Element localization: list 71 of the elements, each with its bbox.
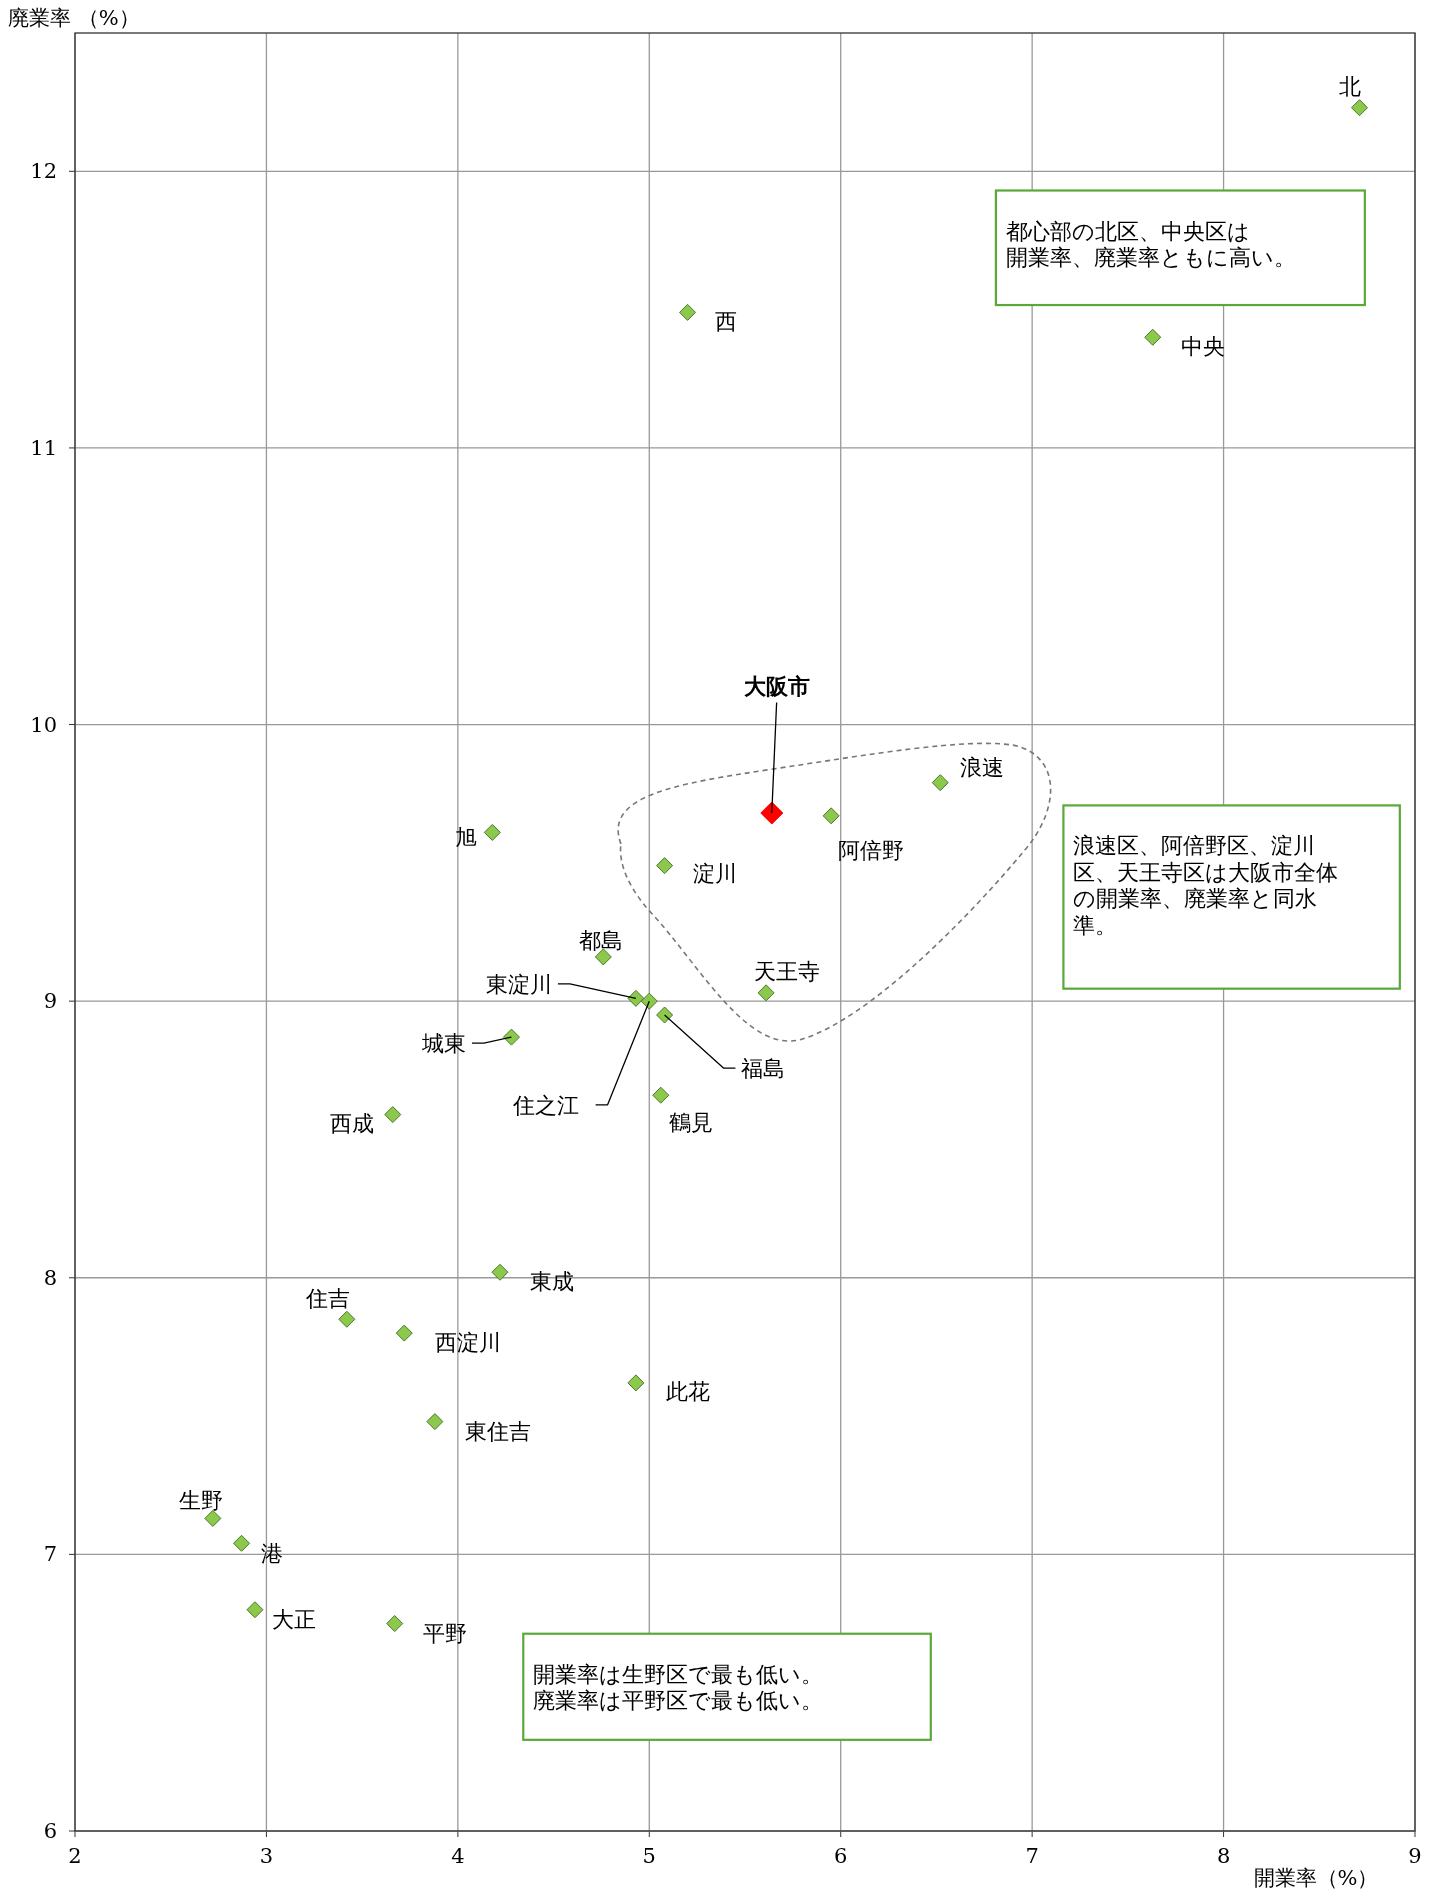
annotation: 天王寺 bbox=[753, 959, 820, 985]
annotation: 西成 bbox=[329, 1111, 374, 1137]
note: 開業率は生野区で最も低い。廃業率は平野区で最も低い。 bbox=[522, 1632, 932, 1741]
point bbox=[656, 857, 674, 875]
annotation: 東成 bbox=[529, 1268, 574, 1294]
annotation: 浪速区、阿倍野区、淀川区、天王寺区は大阪市全体の開業率、廃業率と同水準。 bbox=[1073, 833, 1339, 938]
y-tick-label: 7 bbox=[43, 1542, 57, 1567]
point bbox=[233, 1534, 251, 1552]
point bbox=[931, 774, 949, 792]
point bbox=[338, 1310, 356, 1328]
x-tick-label: 6 bbox=[834, 1844, 848, 1868]
annotation: 大正 bbox=[271, 1607, 316, 1633]
x-tick-label: 3 bbox=[259, 1844, 274, 1868]
annotation: 淀川 bbox=[693, 860, 738, 886]
annotation: 開業率は生野区で最も低い。廃業率は平野区で最も低い。 bbox=[533, 1661, 824, 1714]
point bbox=[386, 1615, 404, 1633]
point bbox=[757, 984, 775, 1002]
point bbox=[640, 992, 658, 1010]
annotation: 大阪市 bbox=[743, 673, 810, 700]
note: 都心部の北区、中央区は開業率、廃業率ともに高い。 bbox=[994, 189, 1366, 307]
x-tick-label: 2 bbox=[68, 1844, 82, 1868]
note: 浪速区、阿倍野区、淀川区、天王寺区は大阪市全体の開業率、廃業率と同水準。 bbox=[1062, 804, 1401, 990]
annotation: 東淀川 bbox=[485, 971, 552, 997]
point bbox=[1350, 99, 1368, 117]
point bbox=[760, 801, 784, 825]
point bbox=[384, 1106, 402, 1124]
point bbox=[1144, 328, 1162, 346]
point bbox=[656, 1006, 674, 1024]
point bbox=[652, 1086, 670, 1104]
annotation: 旭 bbox=[454, 825, 477, 851]
annotation: 中央 bbox=[1181, 333, 1226, 359]
point bbox=[502, 1028, 520, 1046]
point bbox=[426, 1413, 444, 1431]
annotation: 都島 bbox=[578, 928, 623, 954]
y-tick-label: 12 bbox=[30, 159, 57, 184]
x-tick-label: 4 bbox=[451, 1844, 465, 1868]
point bbox=[395, 1324, 413, 1342]
point bbox=[679, 303, 697, 321]
point bbox=[246, 1601, 264, 1619]
annotation: 住之江 bbox=[511, 1092, 579, 1118]
x-tick-label: 7 bbox=[1025, 1844, 1039, 1868]
annotation: 鶴見 bbox=[668, 1109, 713, 1135]
annotation: 生野 bbox=[178, 1488, 223, 1514]
point bbox=[491, 1263, 509, 1281]
annotation: 西 bbox=[715, 308, 738, 334]
annotation: 港 bbox=[260, 1540, 283, 1566]
annotation: 阿倍野 bbox=[837, 837, 904, 863]
x-tick-label: 8 bbox=[1216, 1844, 1231, 1868]
point bbox=[627, 989, 645, 1007]
annotation: 住吉 bbox=[304, 1285, 350, 1311]
annotation: 城東 bbox=[420, 1031, 466, 1057]
y-tick-label: 6 bbox=[43, 1819, 57, 1843]
point bbox=[483, 823, 501, 841]
annotation: 福島 bbox=[741, 1056, 786, 1082]
x-tick-label: 9 bbox=[1408, 1844, 1422, 1868]
annotation: 平野 bbox=[423, 1621, 468, 1647]
x-axis-title: 開業率（%） bbox=[1253, 1866, 1379, 1890]
y-tick-label: 10 bbox=[30, 712, 57, 737]
point bbox=[822, 807, 840, 825]
annotation: 西淀川 bbox=[435, 1329, 502, 1355]
annotation: 北 bbox=[1338, 73, 1361, 99]
annotation: 都心部の北区、中央区は開業率、廃業率ともに高い。 bbox=[1005, 218, 1296, 270]
annotation: 此花 bbox=[665, 1379, 710, 1405]
y-axis-title: 廃業率 （%） bbox=[8, 6, 140, 30]
y-tick-label: 11 bbox=[30, 435, 57, 460]
point bbox=[627, 1374, 645, 1392]
annotation: 浪速 bbox=[960, 754, 1005, 780]
annotation: 東住吉 bbox=[464, 1419, 531, 1445]
x-tick-label: 5 bbox=[642, 1844, 656, 1868]
y-tick-label: 9 bbox=[43, 989, 57, 1014]
y-tick-label: 8 bbox=[43, 1265, 57, 1290]
